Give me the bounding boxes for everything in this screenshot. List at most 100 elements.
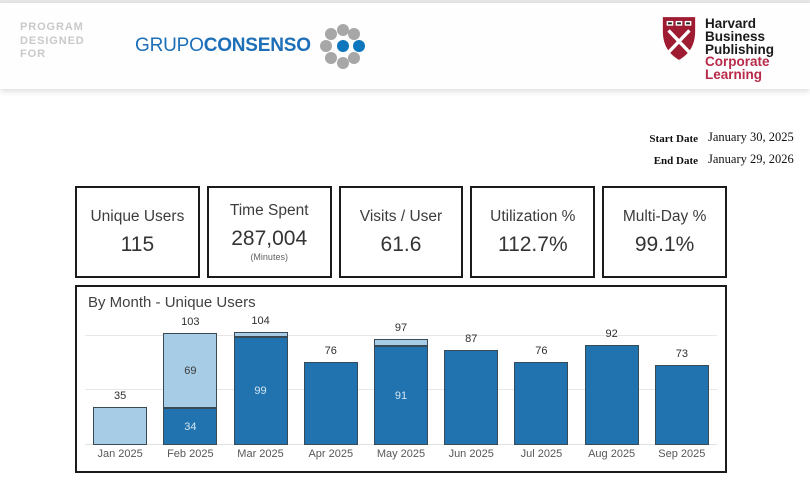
bar-segment-dark-blue-segment[interactable] bbox=[654, 365, 709, 445]
bar-segment-light-blue-segment[interactable] bbox=[93, 407, 148, 445]
kpi-label: Unique Users bbox=[90, 207, 185, 225]
kpi-box-utilization: Utilization % 112.7% bbox=[470, 186, 596, 278]
header-bar: PROGRAM DESIGNED FOR GRUPOCONSENSO Harva… bbox=[0, 3, 810, 89]
bar-column: 35 bbox=[85, 312, 155, 445]
bar-total-label: 103 bbox=[181, 316, 200, 328]
hbp-logo: Harvard Business Publishing Corporate Le… bbox=[660, 16, 774, 82]
bar-stack[interactable] bbox=[654, 365, 709, 445]
kpi-sub: (Minutes) bbox=[250, 252, 288, 262]
logo-dot bbox=[348, 28, 361, 41]
grupo-consenso-dots-icon bbox=[320, 23, 366, 69]
date-range: Start Date January 30, 2025 End Date Jan… bbox=[649, 130, 800, 167]
kpi-label: Multi-Day % bbox=[622, 207, 707, 225]
bar-stack[interactable]: 99 bbox=[233, 332, 288, 445]
kpi-row: Unique Users 115 Time Spent 287,004 (Minutes… bbox=[75, 186, 727, 278]
bar-segment-label: 99 bbox=[254, 385, 267, 397]
bar-stack[interactable] bbox=[303, 362, 358, 445]
start-date-label: Start Date bbox=[649, 133, 698, 145]
bar-stack[interactable] bbox=[444, 350, 499, 445]
kpi-value: 115 bbox=[120, 232, 155, 256]
program-designed-for-line: DESIGNED bbox=[20, 34, 85, 47]
bar-segment-light-blue-segment[interactable] bbox=[233, 332, 288, 337]
kpi-box-multi-day: Multi-Day % 99.1% bbox=[602, 186, 727, 278]
start-date-value: January 30, 2025 bbox=[708, 130, 794, 144]
bar-column: 104 99 bbox=[225, 312, 295, 445]
bar-column: 76 bbox=[506, 312, 576, 445]
bar-column: 92 bbox=[577, 312, 647, 445]
bar-column: 73 bbox=[647, 312, 717, 445]
bar-segment-dark-blue-segment[interactable] bbox=[514, 362, 569, 445]
month-label: Aug 2025 bbox=[588, 448, 636, 460]
hbp-line-black: Publishing bbox=[705, 41, 774, 57]
month-label: Jan 2025 bbox=[97, 448, 143, 460]
bar-total-label: 76 bbox=[535, 345, 548, 357]
bar-segment-dark-blue-segment[interactable] bbox=[444, 350, 499, 445]
program-designed-for-line: PROGRAM bbox=[20, 21, 84, 33]
kpi-box-unique-users: Unique Users 115 bbox=[75, 186, 200, 278]
kpi-label: Utilization % bbox=[490, 207, 576, 225]
bar-total-label: 76 bbox=[324, 345, 337, 357]
gridline-100 bbox=[85, 335, 717, 336]
bar-segment-label: 91 bbox=[394, 389, 408, 402]
bar-stack[interactable] bbox=[93, 407, 148, 445]
grupo-consenso-logo: GRUPOCONSENSO bbox=[135, 3, 366, 89]
logo-dot bbox=[348, 51, 361, 64]
chart-title: By Month - Unique Users bbox=[88, 294, 256, 311]
kpi-value: 99.1% bbox=[634, 232, 695, 256]
end-date-label: End Date bbox=[653, 155, 698, 167]
hbp-line-red: Corporate bbox=[705, 54, 770, 70]
bar-column: 103 69 34 bbox=[155, 312, 225, 445]
logo-dot-center bbox=[336, 40, 349, 52]
bar-total-label: 92 bbox=[605, 328, 618, 340]
month-label: Mar 2025 bbox=[237, 448, 284, 460]
bar-total-label: 97 bbox=[394, 322, 408, 334]
logo-dot bbox=[336, 23, 349, 36]
kpi-value: 287,004 bbox=[231, 227, 308, 250]
kpi-label: Visits / User bbox=[359, 207, 443, 225]
kpi-label: Time Spent bbox=[229, 202, 309, 219]
program-designed-for-text: PROGRAM DESIGNED FOR bbox=[20, 21, 85, 62]
bar-segment-light-blue-segment[interactable]: 69 bbox=[163, 333, 218, 408]
bar-stack[interactable]: 91 bbox=[373, 339, 428, 445]
end-date-value: January 29, 2026 bbox=[708, 152, 794, 166]
bar-stack[interactable] bbox=[514, 362, 569, 445]
bar-total-label: 87 bbox=[465, 333, 478, 345]
bar-segment-dark-blue-segment[interactable]: 91 bbox=[373, 346, 428, 445]
logo-dot bbox=[325, 51, 338, 64]
bar-stack[interactable] bbox=[584, 345, 639, 445]
bar-total-label: 35 bbox=[113, 390, 127, 402]
window-top-strip bbox=[0, 0, 810, 3]
bar-total-label: 104 bbox=[251, 315, 270, 327]
month-label: May 2025 bbox=[376, 448, 426, 460]
bar-stack[interactable]: 69 34 bbox=[163, 333, 218, 445]
consenso-text: CONSENSO bbox=[203, 35, 311, 56]
grupo-text: GRUPO bbox=[135, 35, 204, 56]
month-label: Jul 2025 bbox=[520, 448, 563, 460]
unique-users-chart: By Month - Unique Users 35 103 69 34 104 99 76… bbox=[75, 285, 727, 473]
bar-column: 87 bbox=[436, 312, 506, 445]
bar-segment-dark-blue-segment[interactable]: 34 bbox=[163, 408, 218, 445]
bar-columns: 35 103 69 34 104 99 76 97 91 87 76 92 73 bbox=[85, 312, 717, 445]
month-label: Sep 2025 bbox=[658, 448, 706, 460]
month-label: Jun 2025 bbox=[448, 448, 494, 460]
chart-plot: 35 103 69 34 104 99 76 97 91 87 76 92 73 bbox=[85, 312, 717, 445]
bar-total-label: 73 bbox=[675, 348, 688, 360]
grupo-consenso-wordmark: GRUPOCONSENSO bbox=[135, 35, 311, 57]
logo-dot bbox=[353, 40, 366, 52]
kpi-box-time-spent: Time Spent 287,004 (Minutes) bbox=[206, 186, 332, 278]
bar-segment-dark-blue-segment[interactable] bbox=[303, 362, 358, 445]
hbp-line-black: Harvard bbox=[705, 16, 757, 31]
hbp-line-black: Business bbox=[705, 28, 766, 44]
logo-dot bbox=[320, 40, 333, 52]
bar-segment-dark-blue-segment[interactable]: 99 bbox=[233, 337, 288, 445]
hbp-line-red: Learning bbox=[705, 67, 763, 83]
program-designed-for-line: FOR bbox=[20, 48, 46, 60]
bar-segment-light-blue-segment[interactable] bbox=[373, 339, 428, 346]
bar-segment-dark-blue-segment[interactable] bbox=[584, 345, 639, 445]
logo-dot bbox=[336, 56, 349, 69]
chart-x-axis: Jan 2025 Feb 2025 Mar 2025 Apr 2025 May 2025… bbox=[85, 448, 717, 460]
bar-column: 76 bbox=[296, 312, 366, 445]
month-label: Apr 2025 bbox=[308, 448, 354, 460]
kpi-value: 61.6 bbox=[380, 232, 422, 256]
kpi-value: 112.7% bbox=[497, 232, 568, 256]
